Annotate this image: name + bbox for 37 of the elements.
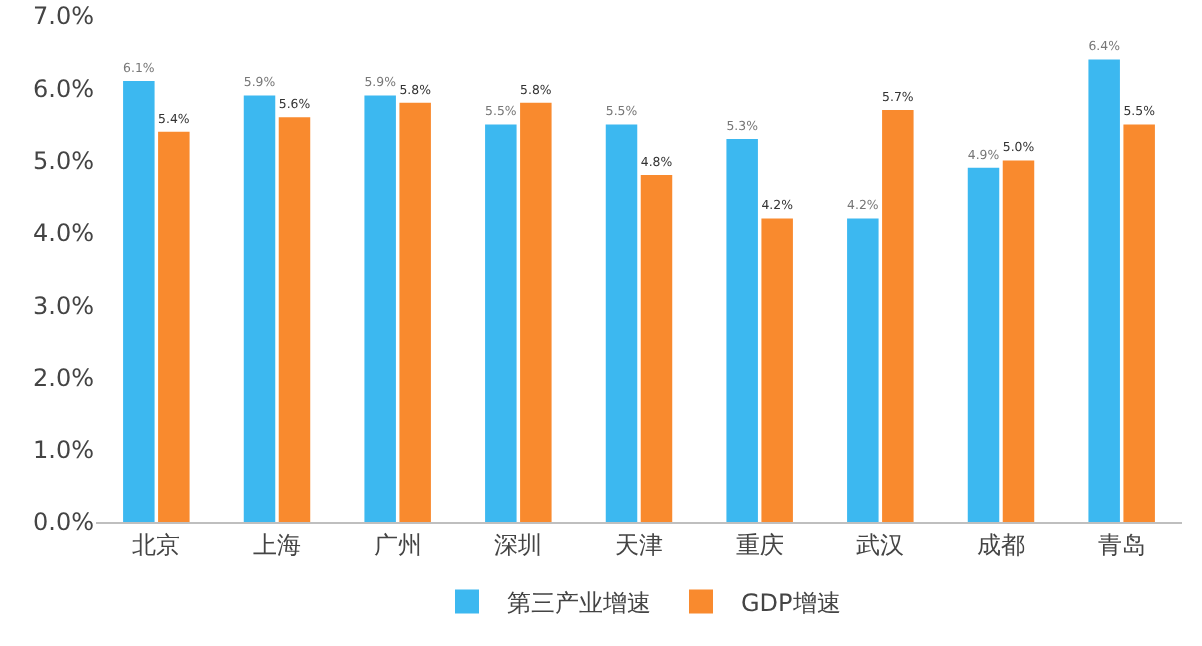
bar — [520, 102, 552, 522]
y-tick-label: 0.0% — [33, 508, 94, 537]
x-tick-label: 天津 — [615, 530, 663, 559]
x-tick-label: 青岛 — [1097, 530, 1146, 559]
bar — [243, 95, 276, 522]
bar — [485, 124, 517, 522]
bar — [1002, 160, 1035, 522]
legend-label: 第三产业增速 — [507, 588, 651, 617]
legend-label: GDP增速 — [741, 588, 841, 617]
x-tick-label: 深圳 — [494, 530, 543, 559]
bar — [123, 81, 155, 522]
bar — [726, 138, 758, 522]
bar — [847, 218, 879, 522]
x-tick-label: 成都 — [977, 530, 1025, 559]
x-tick-label: 广州 — [373, 530, 422, 559]
x-tick-label: 上海 — [253, 530, 301, 559]
bar — [278, 117, 311, 522]
bar — [158, 131, 190, 522]
bar — [605, 124, 638, 522]
bar — [1088, 59, 1120, 522]
bar — [882, 109, 914, 522]
y-tick-label: 3.0% — [33, 291, 94, 320]
bar — [1123, 124, 1155, 522]
y-tick-label: 6.0% — [33, 74, 94, 103]
x-tick-label: 重庆 — [735, 530, 784, 559]
bar — [967, 167, 1000, 522]
bar — [364, 95, 396, 522]
y-tick-label: 5.0% — [33, 146, 94, 175]
y-tick-label: 1.0% — [33, 436, 94, 465]
bar — [640, 175, 673, 522]
bar — [399, 102, 431, 522]
y-tick-label: 4.0% — [33, 219, 94, 248]
y-tick-label: 7.0% — [33, 2, 94, 31]
x-tick-label: 北京 — [132, 530, 181, 559]
bar — [761, 218, 793, 522]
x-tick-label: 武汉 — [856, 530, 905, 559]
y-tick-label: 2.0% — [33, 363, 94, 392]
